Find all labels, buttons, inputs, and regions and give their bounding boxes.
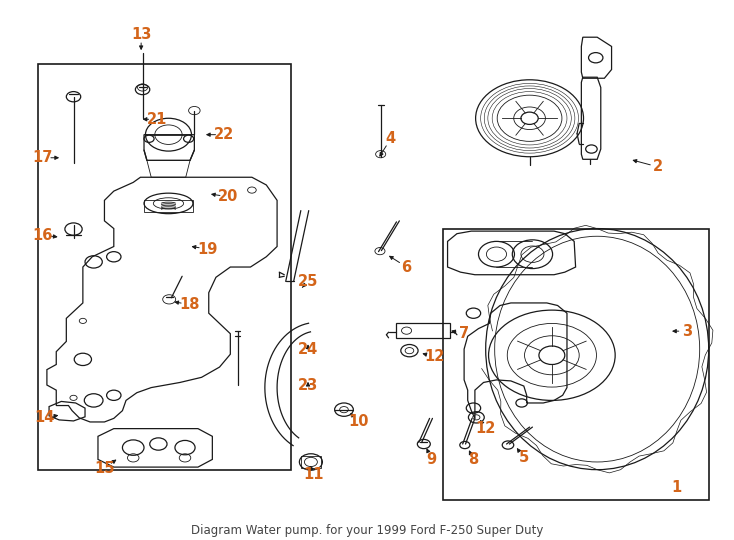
Text: 17: 17 xyxy=(32,150,53,165)
Text: 16: 16 xyxy=(32,228,53,242)
Bar xyxy=(144,200,193,212)
Text: 4: 4 xyxy=(385,131,396,146)
Bar xyxy=(396,323,450,338)
Text: 24: 24 xyxy=(298,342,318,356)
Text: 13: 13 xyxy=(131,27,151,42)
Text: 9: 9 xyxy=(426,452,437,467)
Text: 1: 1 xyxy=(671,480,681,495)
Text: 23: 23 xyxy=(298,377,318,393)
Text: 5: 5 xyxy=(519,450,529,465)
Text: 8: 8 xyxy=(468,452,479,467)
Text: 19: 19 xyxy=(197,241,217,256)
Text: 6: 6 xyxy=(401,260,412,274)
Text: 21: 21 xyxy=(147,112,167,127)
Text: Diagram Water pump. for your 1999 Ford F-250 Super Duty: Diagram Water pump. for your 1999 Ford F… xyxy=(191,524,543,537)
Text: 10: 10 xyxy=(348,415,368,429)
Text: 12: 12 xyxy=(424,349,445,364)
Text: 2: 2 xyxy=(653,159,664,174)
Text: 15: 15 xyxy=(94,461,115,476)
Text: 12: 12 xyxy=(476,421,496,436)
Bar xyxy=(443,228,708,501)
Bar xyxy=(38,64,291,470)
Text: 11: 11 xyxy=(304,467,324,482)
Text: 18: 18 xyxy=(179,297,200,312)
Text: 3: 3 xyxy=(682,323,692,339)
Text: 7: 7 xyxy=(459,326,469,341)
Text: 25: 25 xyxy=(298,274,319,289)
Text: 20: 20 xyxy=(218,189,239,204)
Text: 14: 14 xyxy=(34,410,55,426)
Text: 22: 22 xyxy=(214,127,234,142)
